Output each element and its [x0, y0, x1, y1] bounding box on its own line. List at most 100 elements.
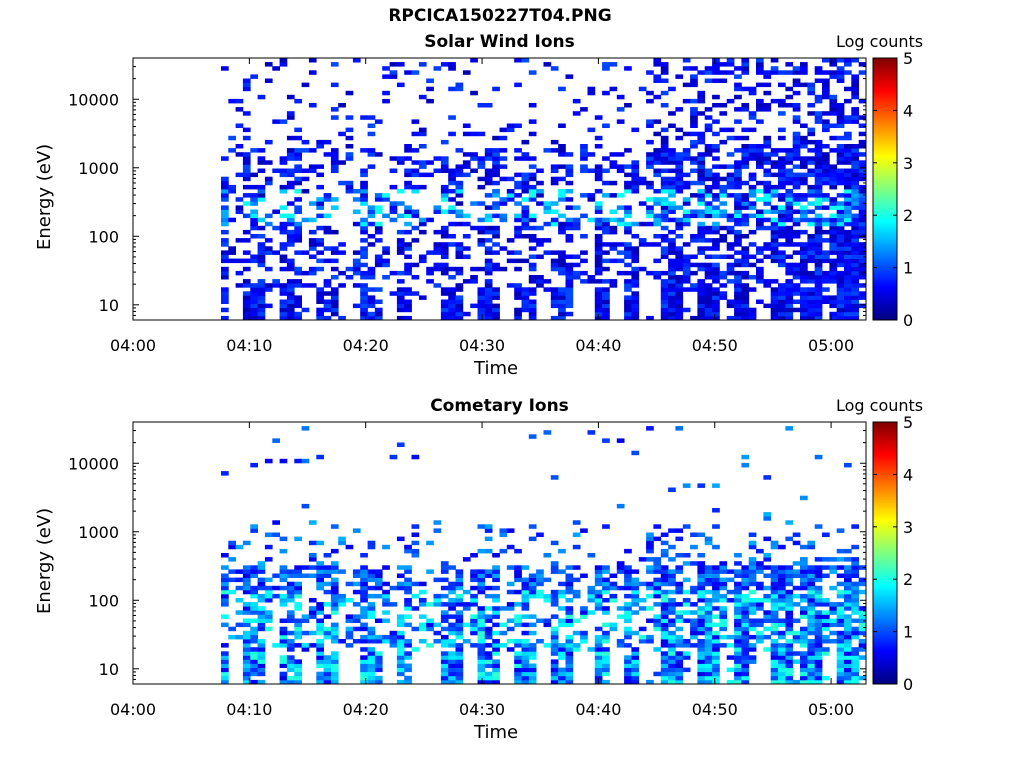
heatmap-cell [316, 139, 324, 145]
heatmap-cell [433, 639, 442, 644]
heatmap-cell [396, 82, 405, 88]
heatmap-cell [734, 209, 742, 214]
heatmap-cell [602, 250, 610, 255]
heatmap-cell [653, 258, 662, 264]
heatmap-cell [712, 94, 720, 100]
heatmap-cell [631, 647, 640, 652]
heatmap-cell [697, 577, 706, 583]
heatmap-cell [374, 585, 383, 591]
heatmap-cell [360, 659, 368, 664]
heatmap-cell [602, 634, 610, 640]
heatmap-cell [272, 283, 280, 288]
heatmap-cell [550, 593, 559, 599]
heatmap-cell [440, 565, 449, 570]
heatmap-cell [411, 209, 420, 214]
heatmap-cell [565, 205, 574, 210]
heatmap-cell [785, 254, 794, 259]
heatmap-cell [756, 180, 764, 186]
heatmap-cell [792, 180, 801, 186]
heatmap-cell [462, 622, 471, 628]
heatmap-cell [682, 221, 691, 227]
heatmap-cell [800, 209, 808, 214]
heatmap-cell [770, 303, 779, 309]
heatmap-cell [360, 168, 368, 173]
heatmap-cell [455, 311, 464, 317]
heatmap-cell [330, 663, 339, 668]
heatmap-cell [719, 561, 728, 566]
heatmap-cell [455, 593, 464, 599]
heatmap-cell [543, 238, 552, 243]
heatmap-cell [712, 585, 720, 591]
heatmap-cell [558, 148, 566, 153]
heatmap-cell [726, 225, 735, 231]
heatmap-cell [675, 189, 684, 194]
heatmap-cell [455, 266, 464, 272]
heatmap-cell [792, 103, 801, 108]
heatmap-cell [528, 630, 537, 636]
heatmap-cell [514, 201, 522, 206]
heatmap-cell [851, 107, 859, 112]
heatmap-cell [396, 156, 405, 161]
heatmap-cell [704, 254, 713, 259]
heatmap-cell [836, 581, 845, 587]
heatmap-cell [279, 291, 288, 296]
heatmap-cell [770, 671, 779, 677]
heatmap-cell [264, 287, 273, 292]
heatmap-cell [360, 291, 368, 296]
heatmap-cell [272, 250, 280, 255]
heatmap-cell [221, 675, 229, 681]
heatmap-cell [778, 254, 786, 259]
heatmap-cell [396, 238, 405, 243]
heatmap-cell [660, 201, 669, 206]
x-tick-label: 04:00 [110, 700, 156, 719]
heatmap-cell [484, 626, 493, 632]
heatmap-cell [521, 217, 530, 223]
heatmap-cell [433, 168, 442, 173]
heatmap-cell [697, 561, 706, 566]
heatmap-cell [396, 303, 405, 309]
heatmap-cell [565, 565, 574, 570]
heatmap-cell [594, 639, 603, 644]
heatmap-cell [822, 639, 830, 644]
heatmap-cell [279, 569, 288, 574]
heatmap-cell [785, 156, 794, 161]
heatmap-cell [404, 602, 412, 607]
heatmap-cell [323, 667, 332, 673]
heatmap-cell [550, 630, 559, 636]
heatmap-cell [565, 663, 574, 668]
heatmap-cell [697, 189, 706, 194]
heatmap-cell [536, 201, 544, 206]
heatmap-cell [492, 569, 500, 574]
heatmap-cell [660, 643, 669, 648]
heatmap-cell [624, 614, 632, 619]
heatmap-cell [594, 258, 603, 264]
heatmap-cell [528, 667, 537, 673]
heatmap-cell [851, 258, 859, 264]
heatmap-cell [668, 622, 676, 628]
heatmap-cell [822, 123, 830, 128]
heatmap-cell [822, 647, 830, 652]
heatmap-cell [602, 221, 610, 227]
heatmap-cell [580, 168, 588, 173]
heatmap-cell [250, 663, 258, 668]
heatmap-cell [829, 262, 838, 268]
heatmap-cell [822, 238, 830, 243]
heatmap-cell [660, 655, 669, 660]
heatmap-cell [294, 581, 302, 587]
heatmap-cell [286, 279, 295, 284]
heatmap-cell [404, 205, 412, 210]
heatmap-cell [294, 634, 302, 640]
heatmap-cell [279, 266, 288, 272]
heatmap-cell [785, 160, 794, 165]
heatmap-cell [624, 254, 632, 259]
heatmap-cell [741, 291, 750, 296]
heatmap-cell [734, 164, 742, 169]
heatmap-cell [572, 618, 581, 623]
heatmap-cell [631, 651, 640, 656]
heatmap-cell [844, 287, 852, 292]
heatmap-cell [829, 58, 838, 63]
heatmap-cell [543, 598, 552, 603]
heatmap-cell [374, 581, 383, 587]
heatmap-cell [242, 291, 251, 296]
heatmap-cell [668, 266, 676, 272]
